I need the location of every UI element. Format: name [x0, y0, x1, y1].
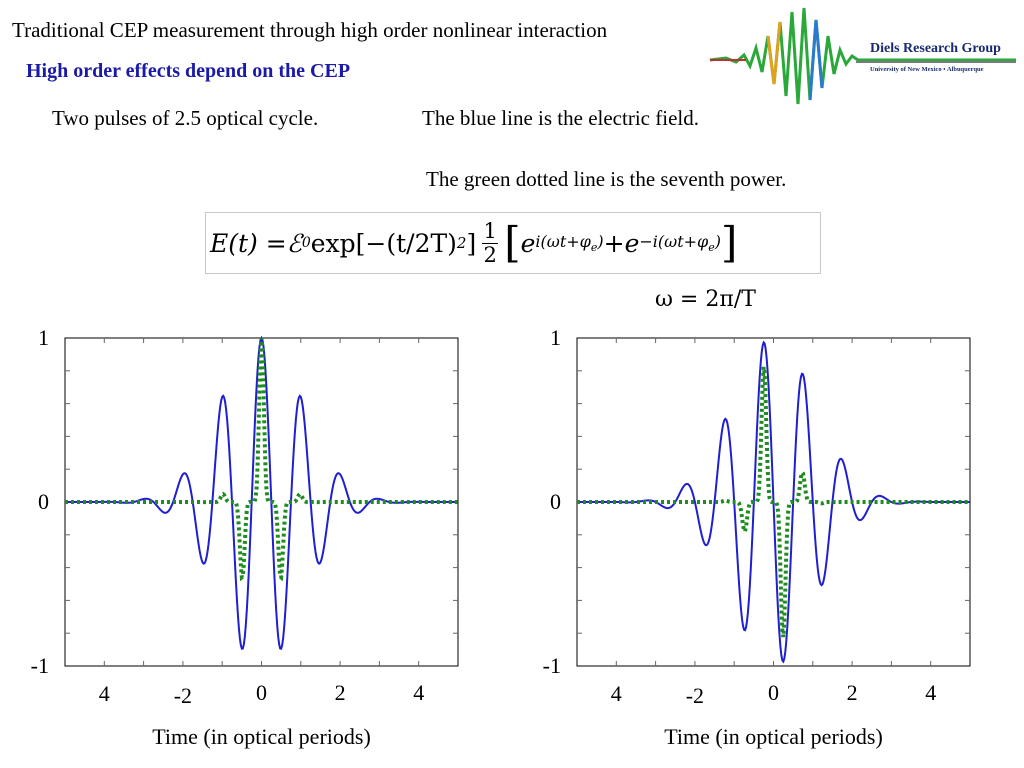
eq-term2-close: ) — [714, 231, 722, 251]
blue-line-description: The blue line is the electric field. — [422, 106, 699, 130]
logo-wave-icon — [709, 7, 1016, 105]
eq-bracket-left: [ — [504, 218, 521, 267]
y-tick-label: 1 — [38, 325, 49, 350]
x-tick-label: 4 — [99, 681, 110, 706]
slide-title: Traditional CEP measurement through high… — [12, 18, 608, 42]
seventh-power-line — [65, 337, 458, 582]
x-tick-label: -2 — [686, 683, 704, 708]
eq-envelope: exp[−(t/2T) — [310, 228, 457, 258]
x-tick-label: 4 — [413, 680, 424, 705]
eq-term1-close: ) — [597, 231, 604, 251]
eq-amplitude-sub: 0 — [301, 235, 311, 251]
y-tick-label: 1 — [550, 325, 561, 350]
eq-term1: e — [520, 228, 536, 258]
eq-frac-num: 1 — [483, 218, 497, 243]
eq-term1-sup: i(ωt+φ — [535, 231, 591, 251]
chart-cep-quarter: 1 0 -1 4 -2 0 2 4 Time (in optical periods) — [543, 325, 971, 749]
eq-term2-sub: e — [708, 241, 715, 255]
eq-fraction: 1 2 — [482, 218, 499, 267]
x-tick-label: 4 — [611, 681, 622, 706]
eq-bracket-right: ] — [721, 218, 738, 267]
x-tick-label: 4 — [925, 680, 936, 705]
diels-group-logo: Diels Research Group University of New M… — [709, 7, 1016, 105]
eq-amplitude: ℰ — [286, 228, 302, 258]
seventh-power-line — [577, 366, 970, 638]
pulse-description: Two pulses of 2.5 optical cycle. — [52, 106, 319, 130]
eq-envelope-end: ] — [466, 228, 477, 258]
chart-cep-zero: 1 0 -1 4 -2 0 2 4 Time (in optical periods) — [31, 325, 459, 749]
eq-term1-sub: e — [590, 241, 598, 255]
eq-envelope-sup: 2 — [456, 234, 467, 252]
y-tick-label: -1 — [543, 653, 561, 678]
eq-plus: + — [603, 228, 625, 258]
x-axis-label: Time (in optical periods) — [152, 724, 371, 749]
green-line-description: The green dotted line is the seventh pow… — [426, 167, 787, 191]
eq-frac-den: 2 — [483, 242, 497, 267]
x-tick-label: 2 — [847, 680, 858, 705]
y-tick-label: 0 — [38, 489, 49, 514]
logo-name: Diels Research Group — [870, 41, 1001, 56]
x-axis-label: Time (in optical periods) — [664, 724, 883, 749]
x-tick-label: 2 — [335, 680, 346, 705]
eq-term2: e — [624, 228, 640, 258]
slide-subtitle: High order effects depend on the CEP — [26, 60, 351, 82]
eq-lhs: E(t) = — [210, 228, 287, 258]
y-tick-label: -1 — [31, 653, 49, 678]
x-tick-label: 0 — [768, 680, 779, 705]
logo-tagline: University of New Mexico • Albuquerque — [870, 66, 984, 73]
x-tick-label: -2 — [174, 683, 192, 708]
x-tick-label: 0 — [256, 680, 267, 705]
omega-relation: ω = 2π/T — [655, 287, 756, 312]
eq-term2-sup: −i(ωt+φ — [639, 231, 709, 251]
y-tick-label: 0 — [550, 489, 561, 514]
